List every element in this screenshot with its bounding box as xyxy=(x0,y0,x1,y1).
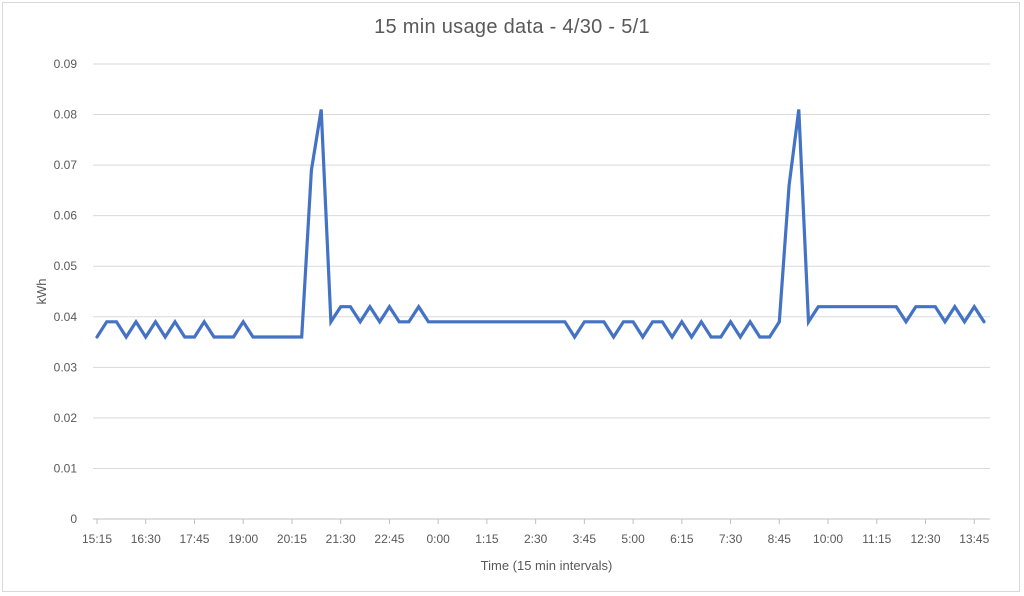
y-tick-label: 0.07 xyxy=(54,158,78,172)
x-tick-label: 3:45 xyxy=(573,532,597,546)
y-axis-label: kWh xyxy=(34,279,49,305)
x-tick-label: 7:30 xyxy=(719,532,743,546)
x-axis-label: Time (15 min intervals) xyxy=(481,558,613,573)
y-tick-label: 0.02 xyxy=(54,411,78,425)
series-group xyxy=(95,109,986,340)
x-tick-label: 22:45 xyxy=(374,532,404,546)
x-tick-label: 16:30 xyxy=(131,532,161,546)
chart-title: 15 min usage data - 4/30 - 5/1 xyxy=(374,16,650,38)
y-tick-label: 0.08 xyxy=(54,108,78,122)
x-tick-label: 1:15 xyxy=(475,532,499,546)
y-tick-label: 0.03 xyxy=(54,360,78,374)
x-tick-label: 11:15 xyxy=(862,532,891,546)
y-tick-label: 0 xyxy=(70,512,77,526)
x-tick-labels: 15:15 16:30 17:45 19:00 20:15 21:30 22:45 0:00 1… xyxy=(82,532,990,546)
x-tick-label: 13:45 xyxy=(959,532,989,546)
x-tick-label: 19:00 xyxy=(228,532,258,546)
x-tick-label: 0:00 xyxy=(426,532,450,546)
y-tick-label: 0.06 xyxy=(54,209,78,223)
y-tick-label: 0.01 xyxy=(54,461,78,475)
x-tick-label: 5:00 xyxy=(621,532,645,546)
gridlines xyxy=(93,63,990,520)
y-tick-label: 0.05 xyxy=(54,259,78,273)
x-tick-label: 2:30 xyxy=(524,532,548,546)
x-tick-label: 10:00 xyxy=(813,532,843,546)
x-axis xyxy=(96,519,975,524)
x-tick-label: 17:45 xyxy=(179,532,209,546)
x-tick-label: 8:45 xyxy=(768,532,792,546)
x-tick-label: 15:15 xyxy=(82,532,112,546)
y-tick-label: 0.09 xyxy=(54,57,78,71)
series-line xyxy=(95,109,986,340)
y-tick-labels: 0 0.01 0.02 0.03 0.04 0.05 0.06 0.07 0.08 0.09 xyxy=(54,57,78,526)
y-tick-label: 0.04 xyxy=(54,310,78,324)
x-tick-label: 20:15 xyxy=(277,532,307,546)
x-tick-label: 6:15 xyxy=(670,532,694,546)
x-tick-label: 12:30 xyxy=(911,532,941,546)
x-tick-label: 21:30 xyxy=(326,532,356,546)
